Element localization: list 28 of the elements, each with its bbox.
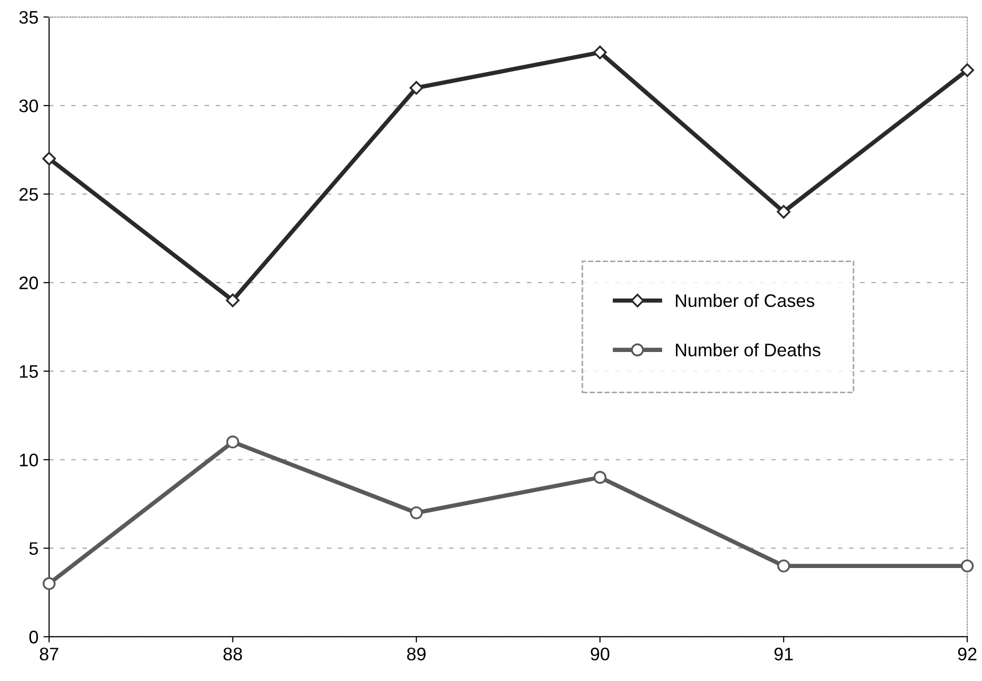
y-tick-label: 5 [29,542,38,555]
point [594,470,606,484]
point [777,559,790,572]
legend-label: Number of Deaths [676,343,820,356]
y-tick-label: 0 [29,630,38,644]
y-tick-label: 25 [20,188,38,201]
point [960,559,974,572]
x-tick-label: 91 [774,648,793,660]
x-tick-label: 87 [40,648,58,660]
point [226,294,240,308]
y-tick-label: 30 [19,99,38,112]
legend-label: Number of Cases [676,294,814,308]
y-tick-label: 35 [19,10,38,24]
y-tick-label: 20 [20,276,38,290]
point [960,63,974,77]
point [410,506,423,520]
x-tick-label: 90 [590,648,610,660]
point [593,46,607,60]
point [410,81,424,95]
point [226,436,240,448]
y-tick-label: 10 [20,454,38,466]
x-tick-label: 92 [958,648,976,660]
point [776,204,790,219]
point [42,152,56,166]
point [42,577,56,590]
x-tick-label: 89 [407,648,426,660]
x-tick-label: 88 [223,648,242,660]
y-tick-label: 15 [20,365,38,378]
